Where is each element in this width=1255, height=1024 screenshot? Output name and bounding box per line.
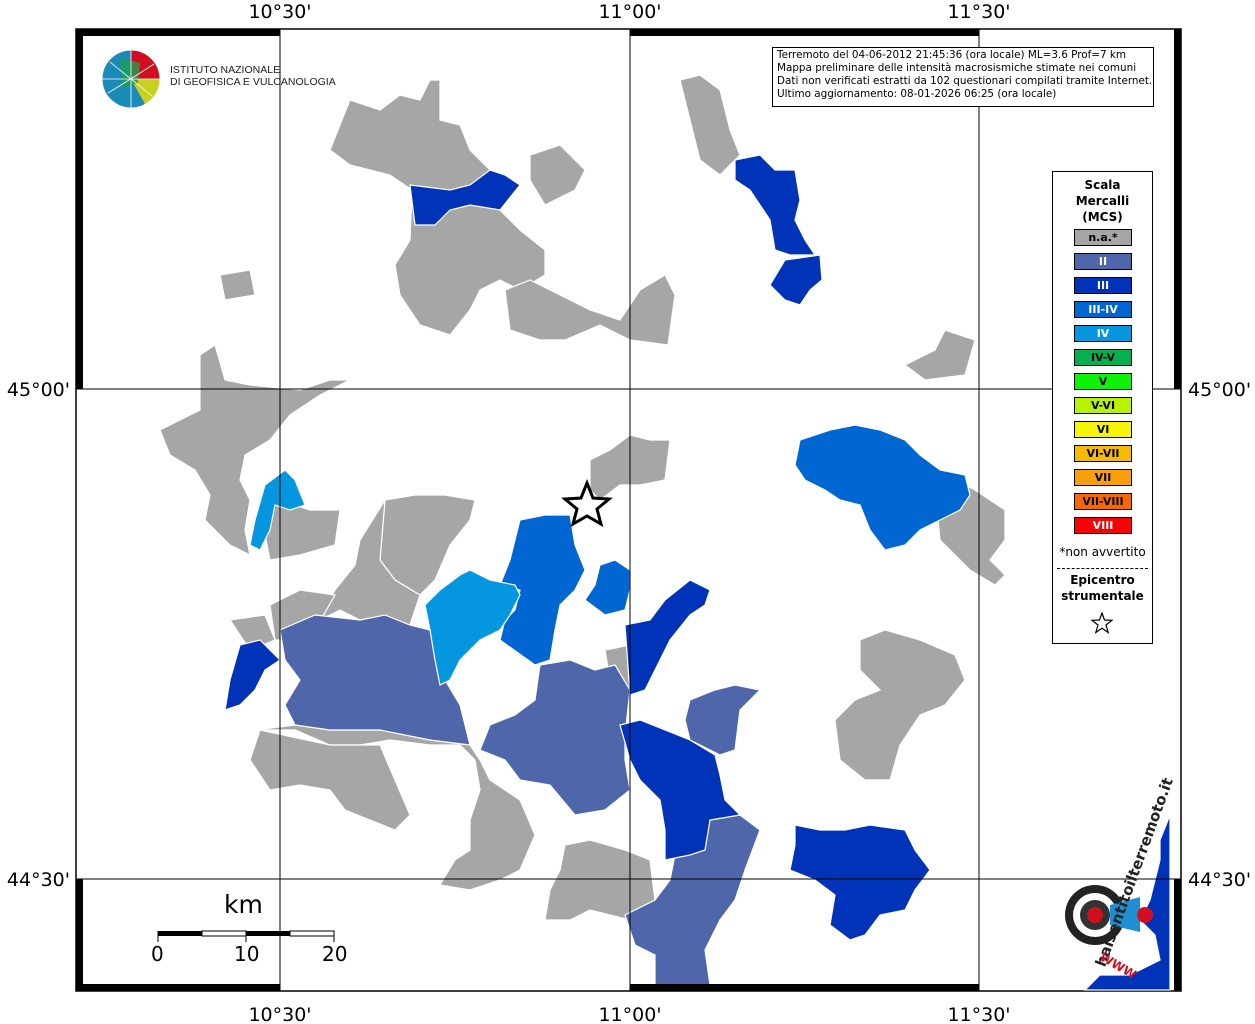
municipalities-iii — [224, 154, 1171, 991]
municipalities-iii-iv — [499, 424, 971, 666]
frame-ticks — [76, 29, 1181, 991]
municipalities-ii — [279, 614, 762, 991]
coord-bottom-1030: 10°30' — [248, 1004, 311, 1024]
legend-swatch: n.a.* — [1074, 229, 1132, 246]
scalebar: km 0 10 20 — [150, 890, 360, 970]
legend-epicenter-line2: strumentale — [1061, 589, 1144, 603]
legend-note: *non avvertito — [1059, 545, 1146, 559]
coord-bottom-1130: 11°30' — [947, 1004, 1010, 1024]
event-info-box: Terremoto del 04-06-2012 21:45:36 (ora l… — [772, 47, 1154, 107]
legend-separator — [1057, 568, 1148, 569]
graticule — [76, 29, 1181, 991]
legend-epicenter-line1: Epicentro — [1070, 573, 1135, 587]
info-line-1: Terremoto del 04-06-2012 21:45:36 (ora l… — [777, 49, 1127, 61]
info-line-4: Ultimo aggiornamento: 08-01-2026 06:25 (… — [777, 88, 1057, 100]
coord-left-4430: 44°30' — [7, 869, 70, 891]
legend-swatch: VII-VIII — [1074, 493, 1132, 510]
scalebar-unit: km — [224, 890, 263, 919]
ingv-globe-icon — [101, 49, 161, 109]
scalebar-graphic — [157, 930, 335, 942]
coord-top-1030: 10°30' — [248, 1, 311, 23]
ingv-line2: DI GEOFISICA E VULCANOLOGIA — [170, 76, 336, 88]
legend-swatch: II — [1074, 253, 1132, 270]
legend-swatch: V — [1074, 373, 1132, 390]
legend-star-icon — [1091, 612, 1113, 634]
legend-title-line1: Scala — [1084, 178, 1121, 192]
scalebar-label-10: 10 — [234, 942, 260, 966]
legend-epicenter: Epicentro strumentale — [1053, 572, 1152, 604]
legend-swatch: VI-VII — [1074, 445, 1132, 462]
coord-left-4500: 45°00' — [7, 379, 70, 401]
coord-right-4500: 45°00' — [1188, 379, 1251, 401]
scalebar-label-20: 20 — [322, 942, 348, 966]
legend-title-line3: (MCS) — [1082, 210, 1123, 224]
legend-swatch: IV-V — [1074, 349, 1132, 366]
legend-swatch: III-IV — [1074, 301, 1132, 318]
mcs-legend: Scala Mercalli (MCS) n.a.* II III III-IV IV I… — [1052, 171, 1153, 644]
scalebar-label-0: 0 — [151, 942, 164, 966]
epicenter-star-icon — [561, 478, 613, 528]
legend-swatch: IV — [1074, 325, 1132, 342]
municipalities-iv — [249, 469, 521, 686]
coord-bottom-1100: 11°00' — [598, 1004, 661, 1024]
legend-swatch: VI — [1074, 421, 1132, 438]
legend-swatch: III — [1074, 277, 1132, 294]
legend-swatch: V-VI — [1074, 397, 1132, 414]
coord-top-1100: 11°00' — [598, 1, 661, 23]
info-line-3: Dati non verificati estratti da 102 ques… — [777, 75, 1153, 87]
legend-swatch: VII — [1074, 469, 1132, 486]
ingv-line1: ISTITUTO NAZIONALE — [170, 64, 281, 76]
ingv-logo: ISTITUTO NAZIONALE DI GEOFISICA E VULCAN… — [100, 48, 336, 110]
legend-title: Scala Mercalli (MCS) — [1053, 177, 1152, 225]
coord-top-1130: 11°30' — [947, 1, 1010, 23]
legend-swatch: VIII — [1074, 517, 1132, 534]
info-line-2: Mappa preliminare delle intensità macros… — [777, 62, 1137, 74]
legend-title-line2: Mercalli — [1075, 194, 1130, 208]
coord-right-4430: 44°30' — [1188, 869, 1251, 891]
